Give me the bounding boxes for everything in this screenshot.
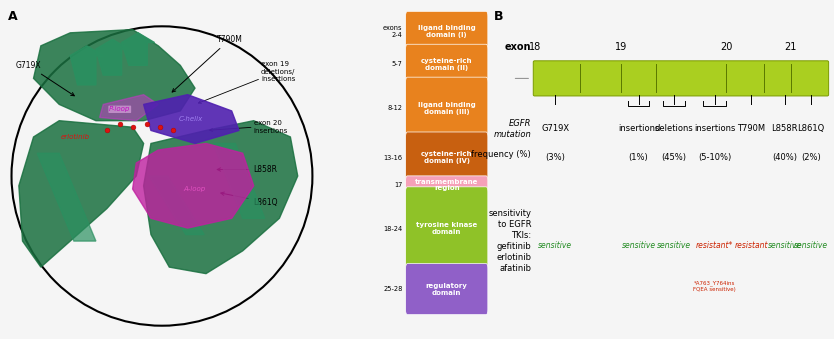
- Text: (5-10%): (5-10%): [698, 153, 731, 162]
- Text: L858R: L858R: [217, 165, 278, 174]
- FancyBboxPatch shape: [405, 176, 488, 194]
- Text: exon 20
insertions: exon 20 insertions: [254, 120, 288, 134]
- Text: sensitivity
to EGFR
TKIs:
gefitinib
erlotinib
afatinib: sensitivity to EGFR TKIs: gefitinib erlo…: [488, 208, 531, 273]
- Polygon shape: [70, 46, 103, 85]
- Text: (1%): (1%): [629, 153, 648, 162]
- Text: regulatory
domain: regulatory domain: [426, 283, 468, 296]
- Text: G719X: G719X: [541, 124, 569, 133]
- Polygon shape: [33, 29, 195, 121]
- Text: sensitive: sensitive: [768, 241, 802, 250]
- Text: exon: exon: [505, 42, 531, 52]
- Text: T790M: T790M: [737, 124, 766, 133]
- Text: P-loop: P-loop: [109, 106, 130, 112]
- FancyBboxPatch shape: [405, 11, 488, 52]
- FancyBboxPatch shape: [405, 77, 488, 139]
- Text: (3%): (3%): [545, 153, 565, 162]
- Polygon shape: [122, 33, 154, 65]
- Text: transmembrane
region: transmembrane region: [415, 179, 479, 191]
- FancyBboxPatch shape: [533, 61, 829, 96]
- Polygon shape: [143, 95, 239, 143]
- Text: G719X: G719X: [15, 61, 74, 96]
- Text: 25-28: 25-28: [383, 286, 403, 292]
- Text: ligand binding
domain (III): ligand binding domain (III): [418, 102, 475, 115]
- FancyBboxPatch shape: [405, 187, 488, 271]
- FancyBboxPatch shape: [405, 264, 488, 315]
- Text: cysteine-rich
domain (II): cysteine-rich domain (II): [421, 58, 473, 71]
- Text: T790M: T790M: [172, 35, 243, 92]
- Text: 17: 17: [394, 182, 403, 188]
- Text: 13-16: 13-16: [384, 155, 403, 160]
- Text: sensitive: sensitive: [621, 241, 656, 250]
- Text: resistant*: resistant*: [696, 241, 733, 250]
- Text: sensitive: sensitive: [794, 241, 828, 250]
- Text: (45%): (45%): [661, 153, 686, 162]
- Text: 18-24: 18-24: [384, 226, 403, 232]
- Text: A-loop: A-loop: [183, 186, 206, 192]
- Text: 20: 20: [720, 42, 732, 52]
- Text: L858R: L858R: [771, 124, 798, 133]
- Text: A: A: [8, 10, 18, 23]
- FancyBboxPatch shape: [405, 132, 488, 183]
- Polygon shape: [214, 143, 264, 218]
- Polygon shape: [143, 121, 298, 274]
- Text: 19: 19: [615, 42, 627, 52]
- Text: sensitive: sensitive: [538, 241, 572, 250]
- Text: 21: 21: [785, 42, 796, 52]
- Text: 8-12: 8-12: [388, 105, 403, 111]
- Text: ligand binding
domain (I): ligand binding domain (I): [418, 25, 475, 38]
- Polygon shape: [133, 143, 254, 228]
- Polygon shape: [38, 153, 96, 241]
- Text: (40%): (40%): [772, 153, 797, 162]
- Polygon shape: [96, 39, 129, 75]
- Text: (2%): (2%): [801, 153, 821, 162]
- Text: *A763_Y764ins
FQEA sensitive): *A763_Y764ins FQEA sensitive): [693, 280, 736, 292]
- Text: EGFR
mutation: EGFR mutation: [494, 119, 531, 139]
- Text: insertions: insertions: [694, 124, 736, 133]
- Text: erlotinib: erlotinib: [61, 134, 90, 140]
- Polygon shape: [149, 176, 204, 235]
- Text: insertions: insertions: [618, 124, 659, 133]
- Text: resistant: resistant: [735, 241, 768, 250]
- Text: deletions: deletions: [654, 124, 693, 133]
- Text: L861Q: L861Q: [221, 192, 279, 206]
- Polygon shape: [99, 95, 158, 121]
- Text: B: B: [494, 10, 503, 23]
- Text: L861Q: L861Q: [797, 124, 825, 133]
- Text: C-helix: C-helix: [179, 116, 203, 122]
- Text: cysteine-rich
domain (IV): cysteine-rich domain (IV): [421, 151, 473, 164]
- Text: 18: 18: [529, 42, 540, 52]
- Text: 5-7: 5-7: [392, 61, 403, 67]
- Text: exon 19
deletions/
insertions: exon 19 deletions/ insertions: [261, 61, 295, 82]
- FancyBboxPatch shape: [405, 44, 488, 84]
- Text: sensitive: sensitive: [656, 241, 691, 250]
- Text: tyrosine kinase
domain: tyrosine kinase domain: [416, 222, 477, 235]
- Text: frequency (%): frequency (%): [471, 150, 531, 159]
- Polygon shape: [19, 121, 143, 267]
- Text: exons
2-4: exons 2-4: [383, 25, 403, 38]
